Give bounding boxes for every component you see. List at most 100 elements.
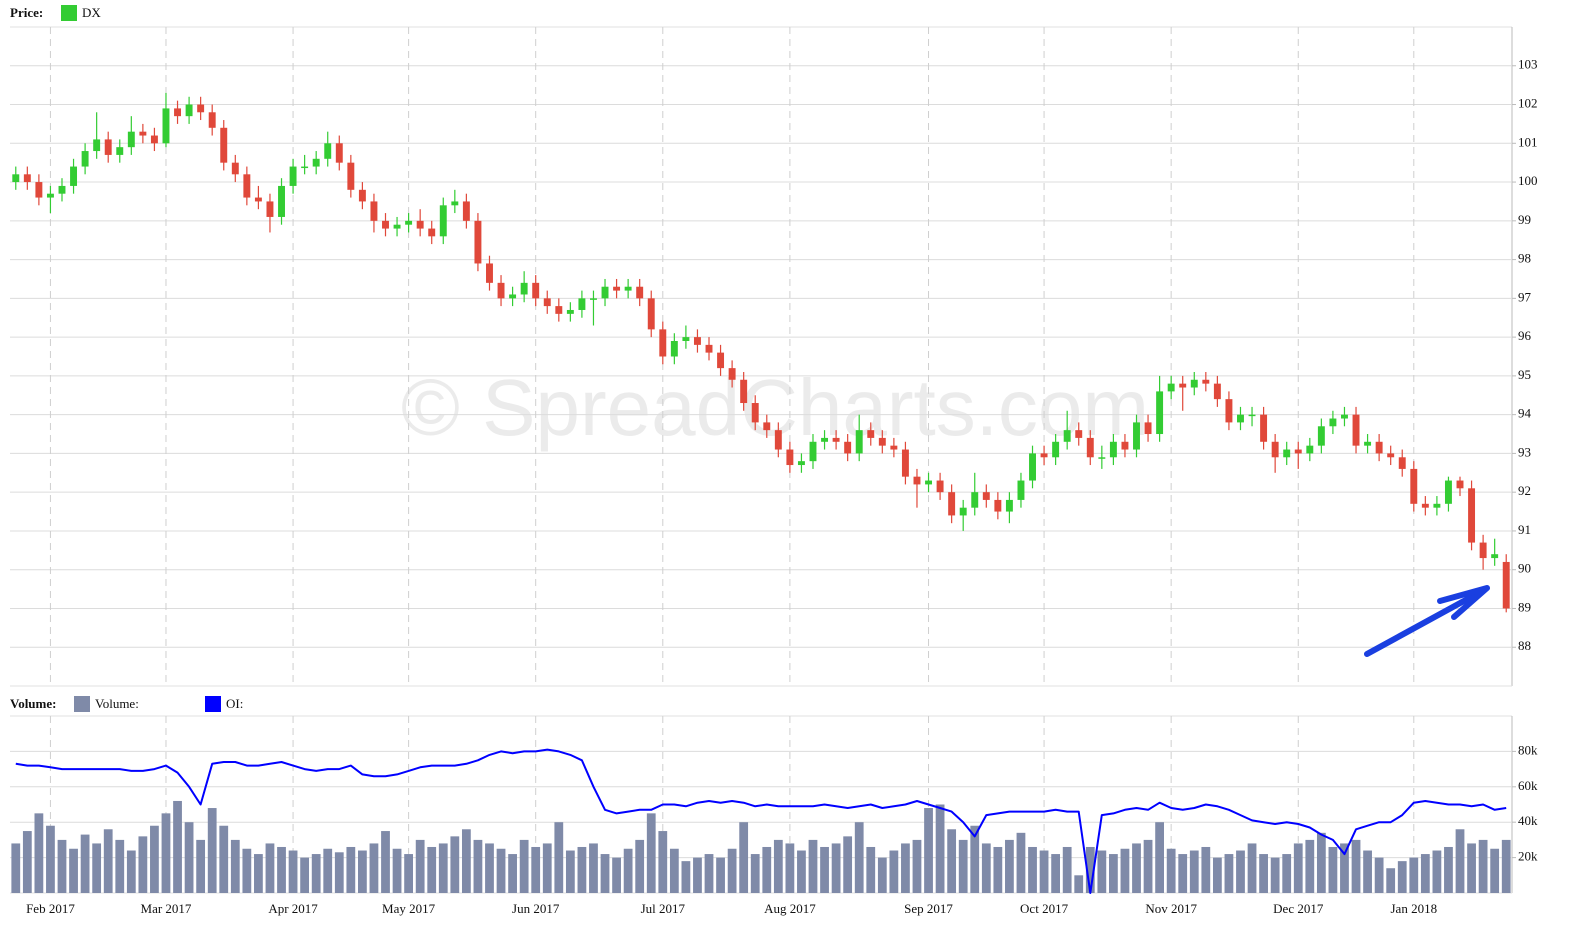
volume-bar bbox=[219, 825, 229, 893]
candle-body bbox=[1179, 383, 1187, 388]
candle-body bbox=[797, 461, 805, 466]
legend-swatch bbox=[205, 696, 221, 712]
candle-body bbox=[462, 201, 470, 221]
volume-bar bbox=[473, 839, 483, 893]
candle-body bbox=[382, 220, 389, 229]
volume-bar bbox=[1097, 850, 1107, 893]
candle-body bbox=[474, 220, 482, 264]
volume-bar bbox=[92, 843, 102, 893]
volume-bar bbox=[196, 839, 206, 893]
volume-bar bbox=[80, 834, 90, 893]
volume-bar bbox=[901, 843, 910, 893]
candle-body bbox=[532, 282, 540, 299]
candle-body bbox=[786, 449, 794, 466]
candle-body bbox=[636, 286, 644, 299]
candle-body bbox=[1190, 379, 1198, 388]
candle-body bbox=[520, 282, 528, 295]
candle-body bbox=[243, 174, 251, 198]
candle-body bbox=[763, 422, 771, 431]
candle-body bbox=[405, 220, 413, 225]
candle-body bbox=[543, 298, 551, 307]
volume-bar bbox=[1247, 843, 1257, 893]
volume-bar bbox=[254, 854, 263, 893]
volume-bar bbox=[1293, 843, 1303, 893]
candle-body bbox=[1468, 488, 1476, 543]
volume-bar bbox=[1386, 868, 1396, 893]
volume-bar bbox=[785, 843, 795, 893]
volume-bar bbox=[485, 843, 494, 893]
volume-bar bbox=[1028, 846, 1037, 893]
y-tick-label: 60k bbox=[1518, 778, 1538, 793]
x-tick-label: May 2017 bbox=[382, 901, 436, 916]
volume-bar bbox=[658, 831, 668, 893]
volume-bar bbox=[1467, 843, 1476, 893]
legend-swatch bbox=[61, 5, 77, 21]
volume-bar bbox=[450, 836, 460, 893]
volume-bar bbox=[1501, 839, 1511, 893]
candle-body bbox=[1213, 383, 1221, 400]
x-tick-label: Dec 2017 bbox=[1273, 901, 1324, 916]
candle-body bbox=[670, 340, 678, 357]
candle-body bbox=[58, 185, 66, 194]
volume-bar bbox=[1270, 857, 1280, 893]
volume-bar bbox=[1478, 839, 1488, 893]
volume-bar bbox=[508, 854, 517, 893]
volume-bar bbox=[669, 848, 679, 893]
y-tick-label: 103 bbox=[1518, 57, 1538, 72]
y-tick-label: 100 bbox=[1518, 173, 1538, 188]
candle-body bbox=[509, 294, 517, 299]
volume-bar bbox=[1305, 839, 1315, 893]
candle-body bbox=[1029, 453, 1036, 481]
volume-bar bbox=[693, 857, 702, 893]
x-tick-label: Jul 2017 bbox=[641, 901, 686, 916]
candle-body bbox=[982, 492, 990, 500]
candle-body bbox=[925, 480, 932, 485]
volume-bar bbox=[1178, 854, 1188, 893]
candle-body bbox=[1329, 418, 1337, 427]
volume-bar bbox=[727, 848, 737, 893]
candle-body bbox=[416, 220, 424, 229]
candle-body bbox=[1306, 445, 1314, 454]
volume-bar bbox=[554, 822, 564, 893]
volume-bar bbox=[912, 839, 922, 893]
volume-bar bbox=[1074, 875, 1084, 893]
candle-body bbox=[1086, 437, 1094, 458]
volume-bar bbox=[1351, 839, 1361, 893]
volume-bar bbox=[161, 813, 171, 893]
candle-body bbox=[1283, 449, 1291, 458]
candle-body bbox=[751, 403, 759, 423]
candle-body bbox=[936, 480, 944, 493]
candle-body bbox=[809, 441, 817, 462]
candle-body bbox=[208, 112, 216, 128]
candle-body bbox=[278, 185, 285, 217]
candle-body bbox=[1375, 441, 1383, 454]
candle-body bbox=[347, 162, 355, 190]
candle-body bbox=[1167, 383, 1175, 392]
volume-bar bbox=[1420, 854, 1430, 893]
volume-bar bbox=[173, 800, 182, 893]
volume-bar bbox=[1212, 857, 1222, 893]
volume-bar bbox=[565, 850, 575, 893]
candle-body bbox=[35, 182, 43, 198]
volume-bar bbox=[1444, 846, 1453, 893]
candle-body bbox=[1156, 391, 1164, 435]
volume-bar bbox=[1282, 854, 1292, 893]
y-tick-label: 40k bbox=[1518, 813, 1538, 828]
candle-body bbox=[1387, 453, 1395, 458]
candle-body bbox=[1271, 441, 1279, 458]
candle-body bbox=[46, 193, 54, 198]
candle-body bbox=[959, 507, 967, 516]
candle-body bbox=[682, 337, 690, 341]
candle-body bbox=[1433, 503, 1441, 508]
candle-body bbox=[1398, 457, 1406, 469]
candle-body bbox=[185, 104, 193, 117]
volume-bar bbox=[1189, 850, 1199, 893]
volume-bar bbox=[1409, 857, 1419, 893]
volume-bar bbox=[1432, 850, 1442, 893]
volume-bar bbox=[311, 854, 321, 893]
y-tick-label: 20k bbox=[1518, 849, 1538, 864]
y-tick-label: 97 bbox=[1518, 289, 1532, 304]
candle-body bbox=[1248, 414, 1256, 417]
x-tick-label: Mar 2017 bbox=[141, 901, 192, 916]
